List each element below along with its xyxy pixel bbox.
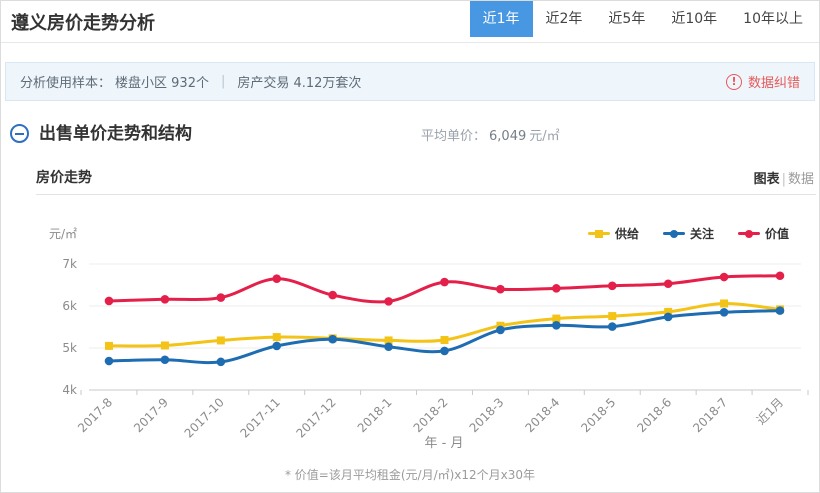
chart-panel-title: 房价走势 <box>36 170 92 186</box>
x-tick-label: 近1月 <box>754 395 786 427</box>
x-tick-label: 2018-4 <box>522 395 562 435</box>
x-tick-label: 2018-1 <box>355 395 395 435</box>
legend-label: 供给 <box>614 227 639 241</box>
data-point-价值 <box>216 293 226 302</box>
legend-item-价值[interactable]: 价值 <box>737 225 789 242</box>
x-tick-label: 2017-12 <box>293 395 338 440</box>
legend-circle-icon <box>662 229 685 239</box>
page-header: 遵义房价走势分析 近1年 近2年 近5年 近10年 10年以上 <box>1 1 819 43</box>
x-tick-label: 2018-2 <box>411 395 451 435</box>
average-price-unit: 元/㎡ <box>529 129 560 144</box>
data-point-价值 <box>552 284 561 293</box>
data-point-关注 <box>160 355 170 365</box>
sample-transactions: 房产交易 4.12万套次 <box>237 76 362 91</box>
view-toggle: 图表 | 数据 <box>754 168 814 187</box>
legend-item-供给[interactable]: 供给 <box>587 225 639 242</box>
y-tick-label: 5k <box>62 341 77 355</box>
data-point-价值 <box>328 290 337 300</box>
legend-circle-icon <box>737 229 760 239</box>
data-point-供给 <box>440 336 449 345</box>
data-point-关注 <box>496 325 505 335</box>
y-tick-label: 7k <box>62 257 77 271</box>
data-point-供给 <box>160 341 169 350</box>
sample-label: 分析使用样本： <box>20 76 112 91</box>
data-point-关注 <box>272 341 282 351</box>
tab-4[interactable]: 近10年 <box>671 11 718 27</box>
x-axis-title: 年 - 月 <box>425 436 464 451</box>
legend-item-关注[interactable]: 关注 <box>662 225 714 242</box>
data-point-价值 <box>384 297 393 306</box>
section-title: 出售单价走势和结构 <box>39 124 192 144</box>
panel-divider <box>36 194 816 195</box>
data-correction-label: 数据纠错 <box>747 76 800 91</box>
view-toggle-divider: | <box>781 172 786 187</box>
data-point-关注 <box>384 342 393 352</box>
x-tick-label: 2018-7 <box>690 395 730 435</box>
legend-square-icon <box>587 229 610 239</box>
average-price-value: 6,049 <box>489 129 527 144</box>
y-tick-label: 4k <box>62 383 77 397</box>
x-tick-label: 2018-5 <box>578 395 618 435</box>
y-axis-unit-label: 元/㎡ <box>49 227 77 241</box>
tab-2[interactable]: 近2年 <box>545 11 583 27</box>
data-point-价值 <box>607 281 617 291</box>
data-point-价值 <box>104 296 114 306</box>
y-tick-label: 6k <box>62 299 77 313</box>
data-point-关注 <box>216 357 226 367</box>
x-tick-label: 2017-10 <box>182 395 227 440</box>
legend-label: 价值 <box>764 227 789 241</box>
data-point-价值 <box>775 271 785 281</box>
x-tick-label: 2017-8 <box>75 395 115 435</box>
average-price: 平均单价： 6,049 元/㎡ <box>421 125 560 144</box>
data-point-价值 <box>719 272 729 282</box>
view-chart-button[interactable]: 图表 <box>753 172 780 187</box>
data-point-关注 <box>440 346 449 356</box>
average-price-label: 平均单价： <box>421 129 487 144</box>
data-point-价值 <box>496 284 505 294</box>
page-title: 遵义房价走势分析 <box>11 13 155 34</box>
data-point-供给 <box>720 299 729 308</box>
value-formula-footnote: * 价值=该月平均租金(元/月/㎡)x12个月x30年 <box>284 468 536 482</box>
view-data-button[interactable]: 数据 <box>787 172 814 187</box>
data-correction-link[interactable]: ! 数据纠错 <box>725 72 800 91</box>
data-point-价值 <box>440 277 449 287</box>
legend-label: 关注 <box>689 227 714 241</box>
data-point-供给 <box>384 336 393 345</box>
data-point-关注 <box>719 308 729 317</box>
x-tick-label: 2018-3 <box>467 395 507 435</box>
data-point-关注 <box>607 322 617 331</box>
chart-legend: 供给 关注 价值 <box>587 225 789 242</box>
exclamation-circle-icon: ! <box>725 73 742 90</box>
time-range-tabs: 近1年 近2年 近5年 近10年 10年以上 <box>469 1 816 37</box>
data-point-供给 <box>608 312 617 321</box>
sample-communities: 楼盘小区 932个 <box>115 76 209 91</box>
data-point-关注 <box>328 334 337 344</box>
data-point-价值 <box>663 279 673 289</box>
data-point-供给 <box>216 336 225 345</box>
data-point-关注 <box>663 312 673 322</box>
data-point-供给 <box>272 333 281 342</box>
tab-1[interactable]: 近1年 <box>469 1 533 37</box>
tab-5[interactable]: 10年以上 <box>743 11 803 27</box>
x-tick-label: 2017-11 <box>238 395 283 440</box>
data-point-关注 <box>104 356 114 366</box>
x-tick-label: 2018-6 <box>634 395 674 435</box>
data-point-价值 <box>160 294 170 304</box>
data-point-供给 <box>105 341 113 350</box>
data-point-关注 <box>552 321 561 330</box>
tab-3[interactable]: 近5年 <box>608 11 646 27</box>
sample-info-bar: 分析使用样本： 楼盘小区 932个 | 房产交易 4.12万套次 ! 数据纠错 <box>5 62 815 101</box>
data-point-关注 <box>775 306 785 315</box>
data-point-供给 <box>664 307 673 316</box>
collapse-minus-icon[interactable] <box>10 124 29 143</box>
data-point-供给 <box>552 314 561 323</box>
data-point-价值 <box>272 274 282 283</box>
info-divider: | <box>220 74 226 89</box>
x-tick-label: 2017-9 <box>131 395 171 435</box>
